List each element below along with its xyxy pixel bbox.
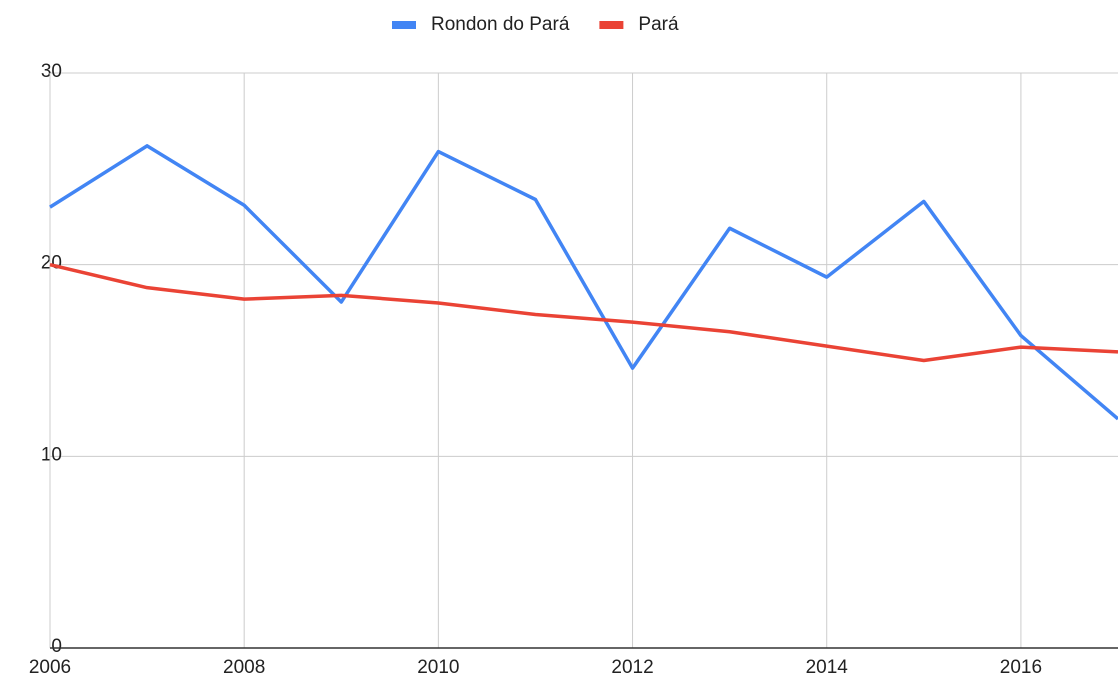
legend-swatch xyxy=(599,21,624,29)
x-tick-label: 2014 xyxy=(806,657,849,678)
y-tick-label: 20 xyxy=(41,253,62,274)
legend-label: Rondon do Pará xyxy=(431,14,570,35)
y-tick-label: 0 xyxy=(51,636,62,657)
series-line xyxy=(49,144,1118,421)
x-tick-label: 2008 xyxy=(223,657,265,678)
series-line xyxy=(49,262,1118,363)
legend-swatch xyxy=(392,21,416,29)
y-tick-label: 30 xyxy=(41,61,62,82)
x-tick-label: 2012 xyxy=(611,657,653,678)
x-tick-label: 2010 xyxy=(417,657,459,678)
legend: Rondon do Pará Pará xyxy=(392,14,679,35)
x-tick-label: 2006 xyxy=(29,657,71,678)
x-tick-label: 2016 xyxy=(1000,657,1042,678)
y-tick-label: 10 xyxy=(41,444,62,465)
legend-label: Pará xyxy=(638,14,679,35)
